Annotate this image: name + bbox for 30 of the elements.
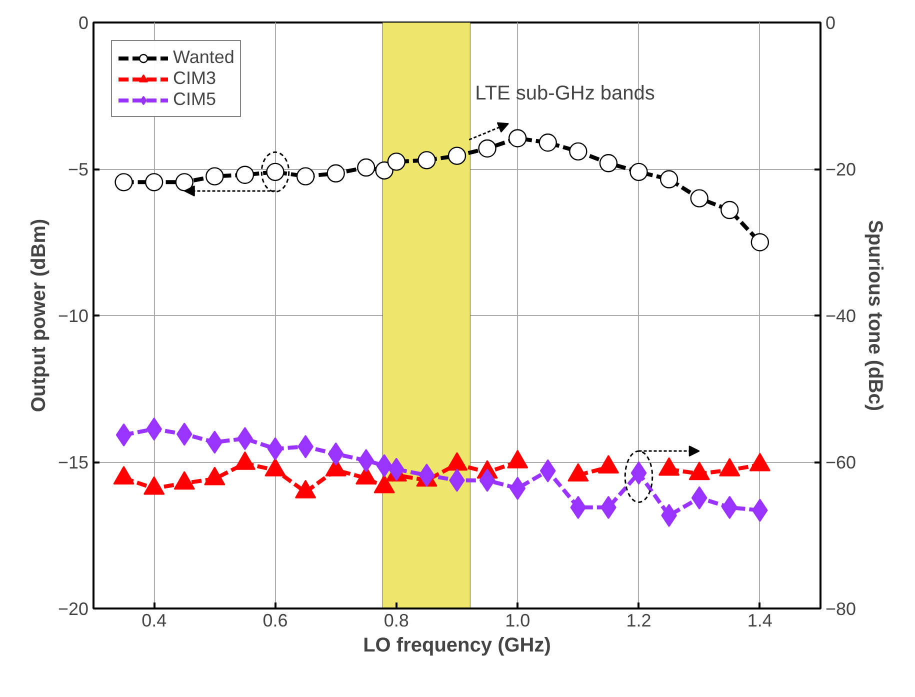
- x-axis-title: LO frequency (GHz): [363, 634, 551, 656]
- legend-label: CIM5: [173, 89, 216, 110]
- y-axis-title: Output power (dBm): [28, 218, 50, 412]
- point: [387, 152, 406, 171]
- point: [144, 173, 164, 192]
- y2-tick-label: −20: [826, 160, 856, 180]
- annotation: LTE sub-GHz bands: [475, 82, 655, 105]
- y-tick-label: 0: [78, 13, 89, 33]
- point: [630, 162, 648, 182]
- y2-tick-label: −80: [826, 599, 856, 619]
- point: [326, 164, 345, 182]
- y2-tick-label: −60: [826, 452, 856, 472]
- point: [418, 151, 436, 170]
- legend-label: CIM3: [173, 68, 216, 89]
- x-tick-label: 1.4: [747, 610, 772, 630]
- x-tick-label: 0.8: [384, 610, 409, 630]
- point: [448, 146, 466, 165]
- x-tick-label: 0.4: [142, 610, 167, 630]
- x-tick-label: 1.2: [626, 610, 652, 630]
- y2-axis-title: Spurious tone (dBc): [864, 220, 886, 412]
- y-tick-label: −15: [58, 452, 89, 472]
- y-tick-label: −10: [58, 306, 89, 326]
- y2-tick-label: −40: [826, 306, 856, 326]
- legend-label: Wanted: [173, 47, 234, 68]
- x-tick-label: 1.0: [505, 610, 530, 630]
- y2-tick-label: 0: [826, 13, 836, 33]
- y-tick-label: −5: [68, 160, 89, 180]
- point: [375, 161, 394, 180]
- y-tick-label: −20: [58, 599, 89, 619]
- x-tick-label: 0.6: [262, 610, 288, 630]
